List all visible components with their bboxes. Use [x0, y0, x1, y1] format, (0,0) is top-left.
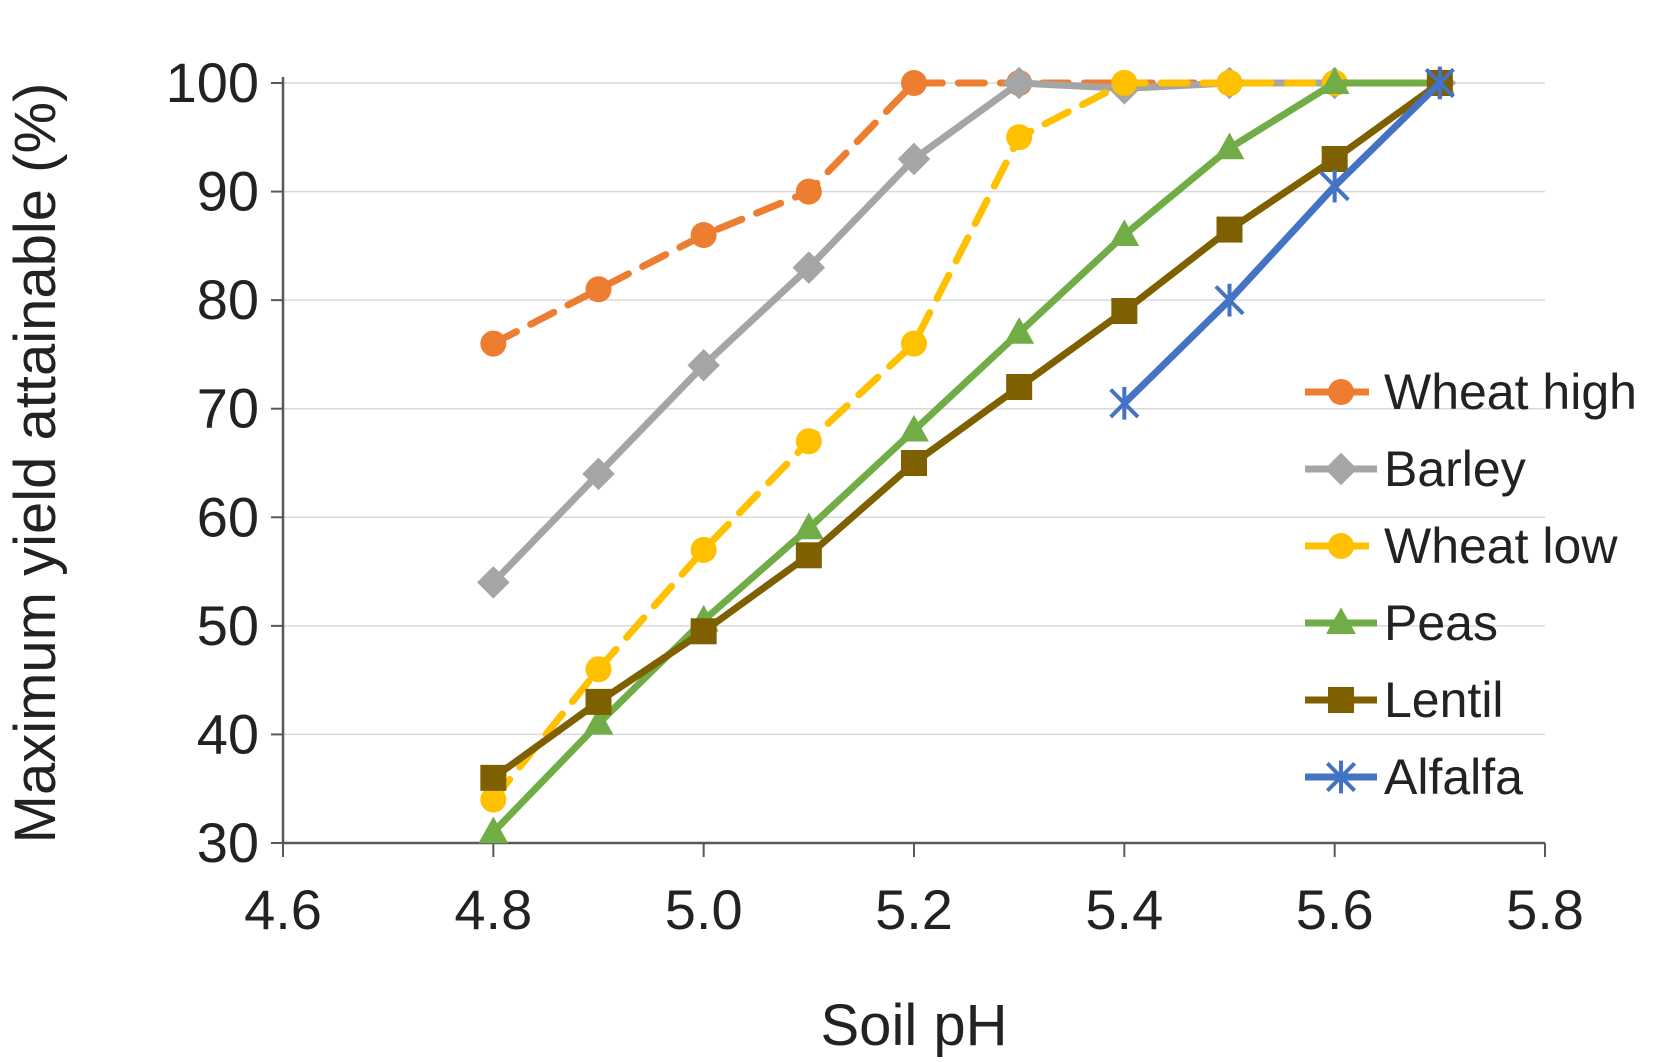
series-lentil: [480, 70, 1453, 791]
data-point: [1004, 317, 1035, 344]
series-lines: [477, 66, 1457, 844]
data-point: [1214, 283, 1245, 317]
data-point: [1111, 298, 1138, 324]
legend-label: Wheat high: [1384, 364, 1637, 420]
series-line: [489, 79, 1444, 804]
legend: Wheat high Barley Wheat low Peas Lentil Alfal…: [1305, 364, 1637, 805]
y-tick-label: 90: [197, 160, 259, 223]
y-tick-label: 30: [197, 811, 259, 874]
y-tick-label: 70: [197, 377, 259, 440]
legend-item-peas: Peas: [1305, 595, 1498, 651]
data-point: [901, 330, 927, 357]
legend-item-wheat-low: Wheat low: [1305, 518, 1618, 574]
legend-marker: [1326, 607, 1356, 635]
x-tick-label: 5.8: [1506, 878, 1584, 941]
data-point: [1109, 386, 1140, 420]
y-tick-label: 60: [197, 485, 259, 548]
legend-item-wheat-high: Wheat high: [1305, 364, 1637, 420]
legend-marker: [1328, 533, 1354, 559]
x-tick-label: 5.2: [875, 878, 953, 941]
y-tick-label: 40: [197, 702, 259, 765]
data-point: [585, 276, 612, 303]
legend-marker: [1324, 452, 1358, 486]
y-tick-label: 80: [197, 268, 259, 331]
legend-marker: [1328, 687, 1354, 713]
data-point: [1214, 132, 1245, 160]
data-point: [478, 816, 509, 844]
data-point: [1319, 169, 1350, 203]
legend-label: Wheat low: [1384, 518, 1618, 574]
series-barley: [477, 66, 1457, 599]
data-point: [585, 656, 612, 683]
data-point: [899, 414, 929, 442]
data-point: [795, 542, 822, 569]
legend-marker: [1328, 379, 1354, 405]
data-point: [480, 764, 507, 791]
data-point: [1319, 67, 1350, 95]
data-point: [897, 142, 931, 176]
legend-label: Lentil: [1384, 672, 1504, 728]
x-axis-title: Soil pH: [821, 993, 1008, 1058]
series-line: [489, 79, 1444, 348]
y-tick-label: 50: [197, 594, 259, 657]
series-alfalfa: [1109, 66, 1455, 420]
legend-item-lentil: Lentil: [1305, 672, 1504, 728]
data-point: [901, 70, 927, 96]
legend-label: Barley: [1384, 441, 1526, 497]
data-point: [795, 428, 822, 455]
series-line: [489, 79, 1444, 836]
axes: 30 40 50 60 70 80 90 100 4.6 4.8 5.0 5.2 5.4 5.6 5.8: [166, 51, 1584, 941]
x-tick-label: 5.4: [1085, 878, 1163, 941]
data-point: [1111, 70, 1138, 96]
data-point: [477, 566, 510, 599]
data-point: [690, 222, 717, 248]
legend-item-alfalfa: Alfalfa: [1305, 749, 1523, 805]
y-axis-title: Maximum yield attainable (%): [3, 83, 68, 844]
series-line: [489, 79, 1444, 782]
data-point: [1006, 374, 1033, 400]
series-line: [489, 79, 1444, 586]
x-tick-label: 5.0: [665, 878, 743, 941]
data-point: [795, 178, 822, 205]
data-point: [1216, 70, 1243, 96]
data-point: [585, 688, 612, 715]
data-point: [480, 330, 507, 357]
data-point: [792, 251, 826, 284]
data-point: [901, 450, 927, 476]
gridlines: [283, 82, 1545, 736]
data-point: [583, 707, 614, 735]
data-point: [793, 512, 824, 540]
series-peas: [478, 67, 1455, 844]
data-point: [480, 786, 507, 813]
x-tick-label: 4.8: [454, 878, 532, 941]
data-point: [687, 349, 720, 382]
legend-item-barley: Barley: [1305, 441, 1526, 497]
x-tick-label: 4.6: [244, 878, 322, 941]
data-point: [1424, 66, 1455, 100]
data-point: [1002, 66, 1036, 100]
y-tick-label: 100: [166, 51, 259, 114]
data-point: [582, 457, 615, 491]
legend-label: Alfalfa: [1384, 749, 1523, 805]
data-point: [690, 536, 717, 563]
data-point: [1006, 124, 1033, 151]
legend-label: Peas: [1384, 595, 1498, 651]
x-tick-label: 5.6: [1296, 878, 1374, 941]
data-point: [1109, 219, 1140, 247]
data-point: [1216, 216, 1243, 243]
data-point: [690, 618, 717, 645]
series-line: [1120, 79, 1444, 407]
data-point: [1321, 146, 1348, 172]
legend-marker: [1325, 760, 1357, 794]
